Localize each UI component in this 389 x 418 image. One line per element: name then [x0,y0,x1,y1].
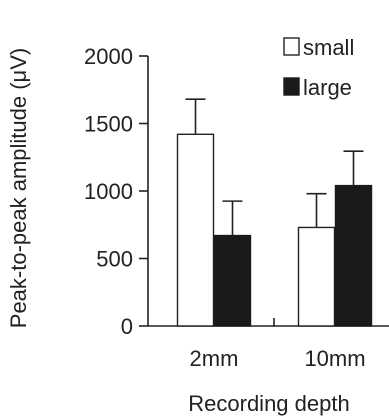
x-tick-label: 10mm [304,346,365,371]
y-axis: 0 500 1000 1500 2000 [84,44,149,339]
x-axis: 2mm 10mm [148,318,389,371]
legend-swatch-large [283,77,300,96]
bar-small-2mm [176,133,215,327]
bars [176,98,373,327]
y-tick-label: 500 [96,247,133,272]
y-tick-label: 0 [121,314,133,339]
y-axis-label: Peak-to-peak amplitude (μV) [6,48,31,328]
x-axis-label: Recording depth [188,391,349,416]
x-tick-label: 2mm [190,346,239,371]
legend: small large [283,35,354,100]
bar-small-10mm [297,226,336,327]
y-tick-label: 2000 [84,44,133,69]
y-tick-label: 1500 [84,112,133,137]
legend-swatch-small [283,37,300,56]
y-tick-label: 1000 [84,179,133,204]
bar-large-10mm [334,184,373,327]
legend-label-large: large [303,75,352,100]
legend-label-small: small [303,35,354,60]
bar-large-2mm [213,234,252,327]
